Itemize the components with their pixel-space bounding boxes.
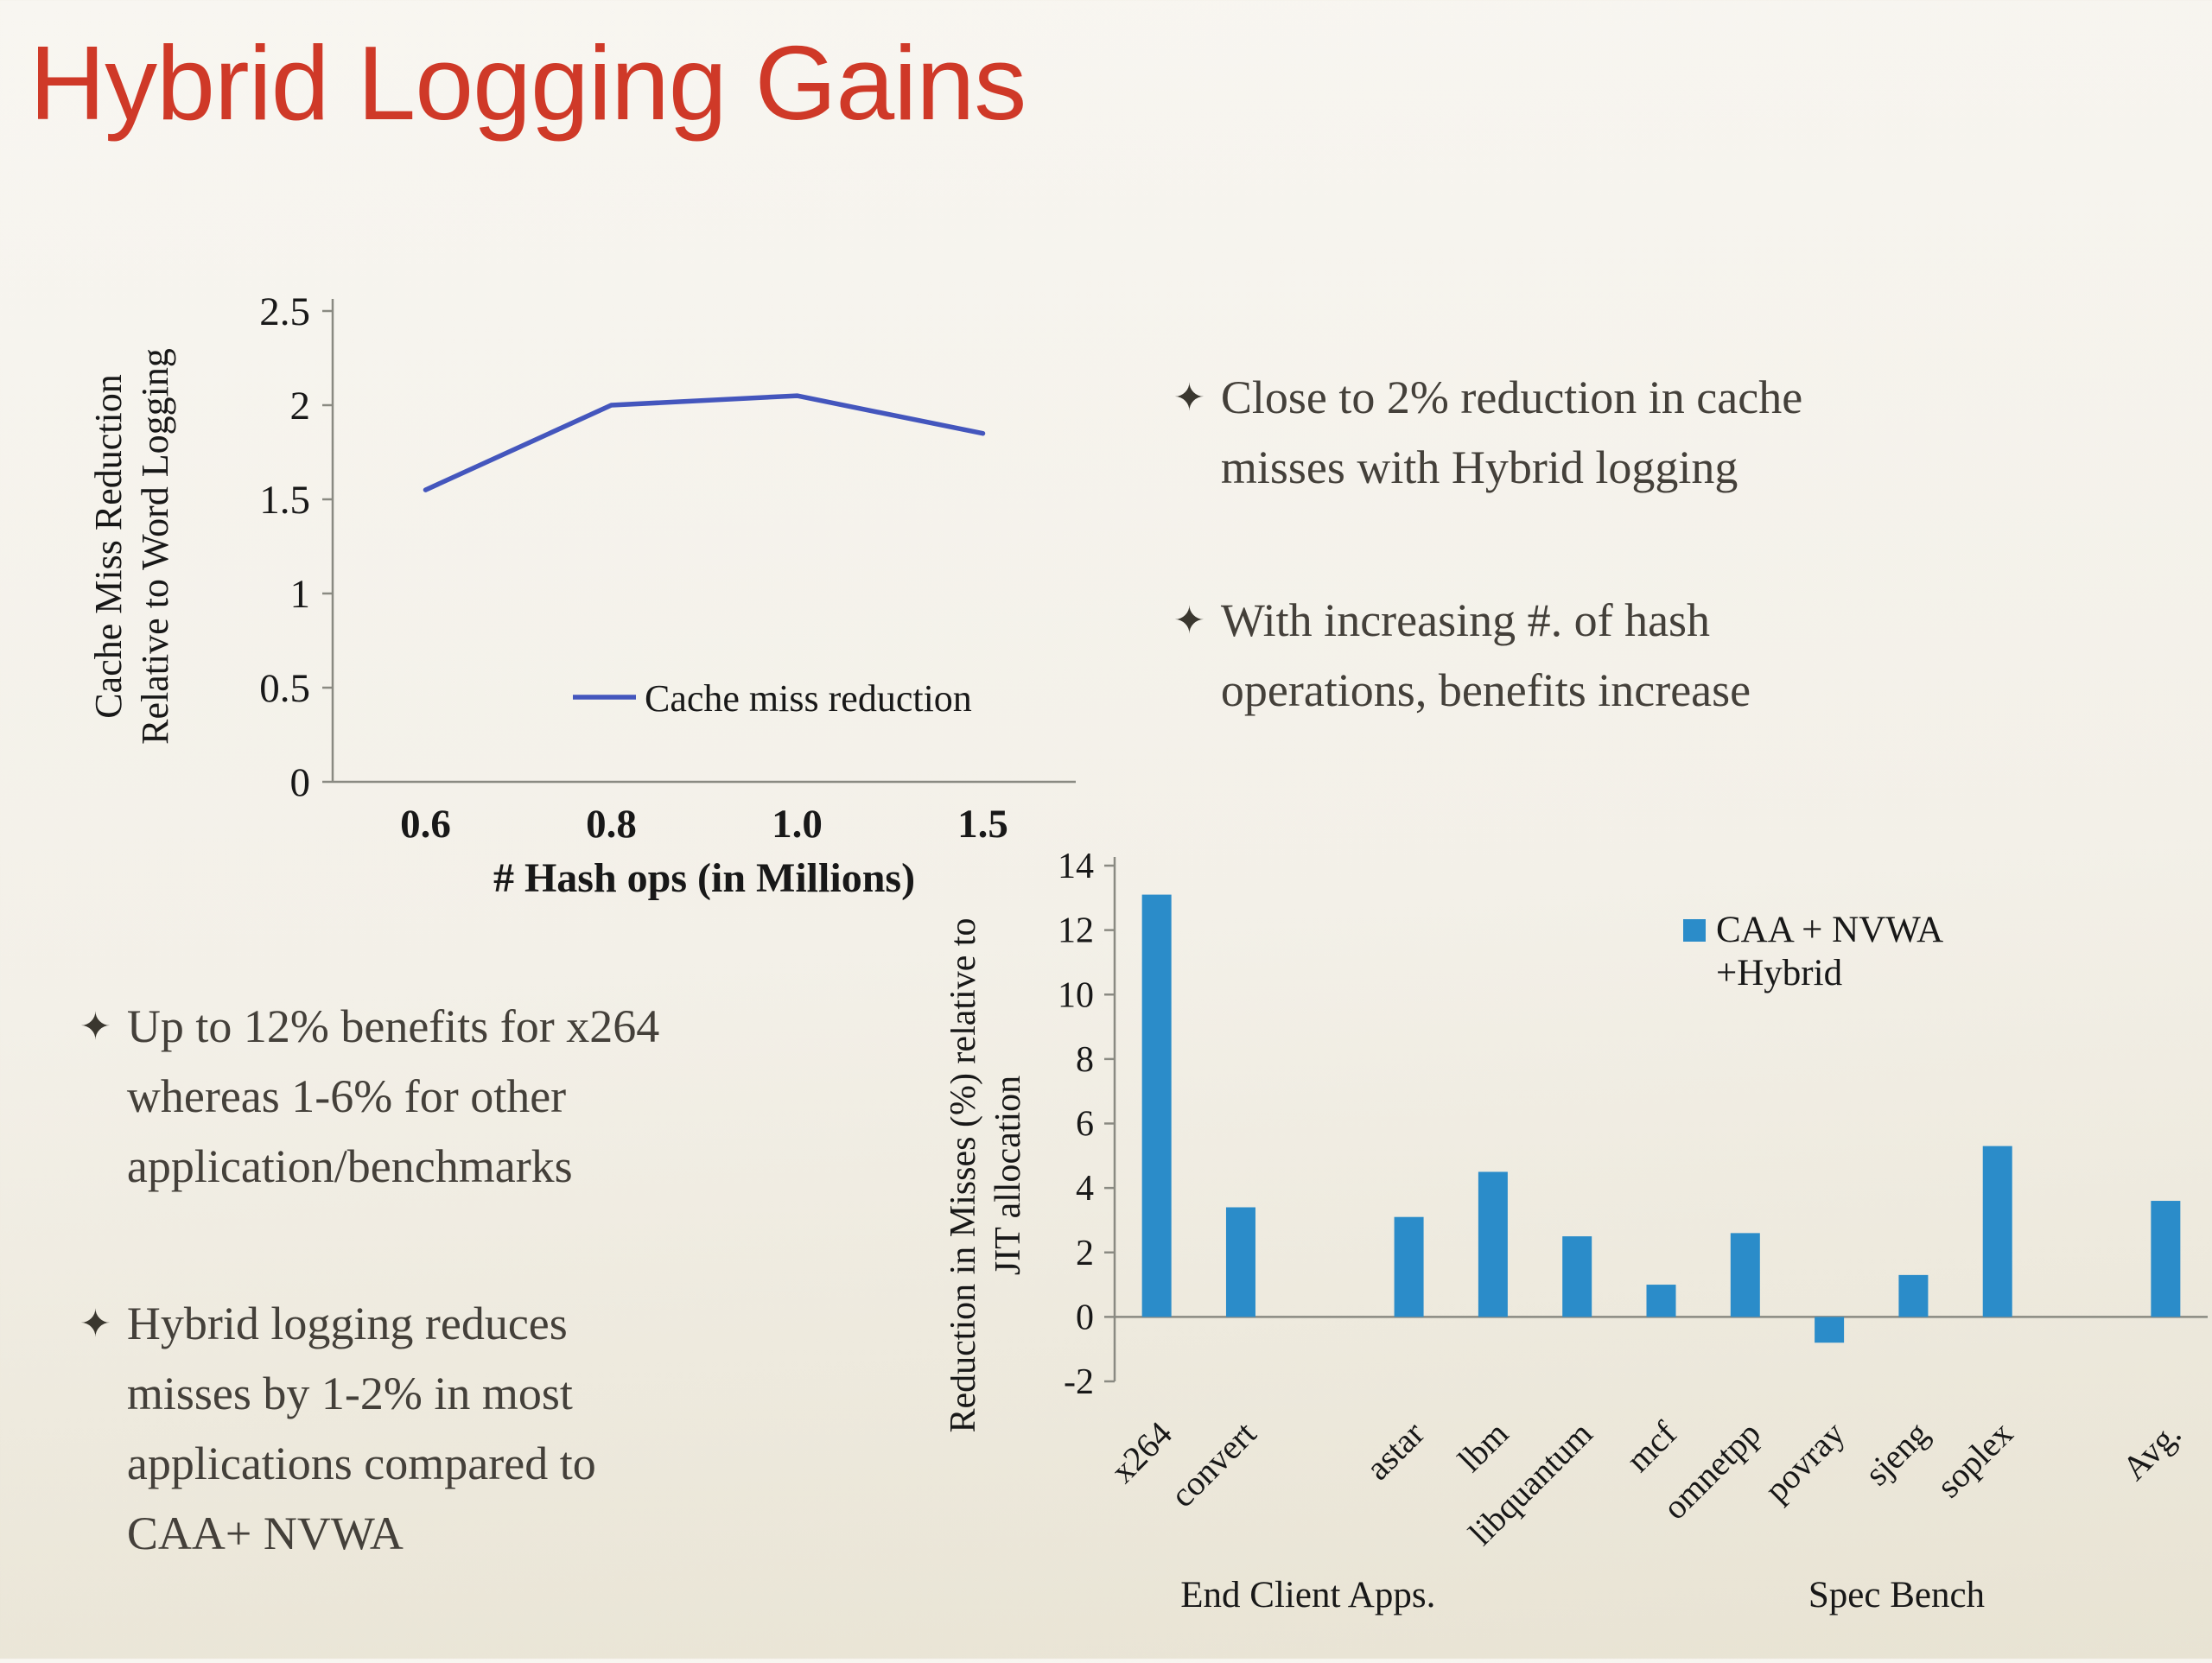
y-axis-title: Cache Miss Reduction Relative to Word Log… [87, 348, 176, 745]
x-category-label: povray [1757, 1414, 1852, 1509]
y-tick-label: 2 [290, 384, 311, 428]
bullet-hash-ops: ✦ With increasing #. of hash operations,… [1173, 586, 1751, 726]
bullet-star-icon: ✦ [79, 1303, 111, 1345]
x-category-label: lbm [1450, 1414, 1516, 1480]
x-tick-label: 0.8 [586, 802, 637, 847]
x-tick-label: 0.6 [400, 802, 451, 847]
bar-libquantum [1562, 1236, 1592, 1317]
x-category-label: Avg. [2114, 1414, 2189, 1488]
y-tick-label: 4 [1076, 1169, 1094, 1209]
bullet-hybrid-logging: ✦ Hybrid logging reduces misses by 1-2% … [79, 1289, 596, 1569]
bar-x264 [1141, 894, 1172, 1317]
x-category-label: x264 [1103, 1414, 1179, 1490]
bar-sjeng [1898, 1274, 1929, 1317]
bar-chart: -2 0 2 4 6 8 10 12 14 x264 convert astar lbm libquant… [944, 847, 2212, 1659]
legend-swatch [1683, 919, 1706, 942]
bullet-text: Up to 12% benefits for x264 whereas 1-6%… [126, 1000, 660, 1192]
y-tick-label: 0 [290, 760, 311, 805]
x-axis-title: # Hash ops (in Millions) [493, 855, 915, 901]
y-axis-title: Reduction in Misses (%) relative toJIT a… [950, 917, 1028, 1432]
x-category-label: astar [1358, 1414, 1432, 1488]
bar-povray [1815, 1317, 1845, 1343]
y-tick-label: -2 [1064, 1362, 1094, 1402]
y-tick-label: 2 [1076, 1234, 1094, 1273]
y-tick-label: 1.5 [259, 478, 310, 523]
bar-mcf [1646, 1285, 1676, 1317]
group-label: Spec Bench [1808, 1575, 1985, 1615]
y-tick-label: 10 [1058, 975, 1094, 1015]
y-tick-label: 1 [290, 572, 311, 617]
cache-miss-line [423, 393, 986, 492]
x-tick-label: 1.0 [772, 802, 823, 847]
y-tick-label: 12 [1058, 911, 1094, 951]
group-label: End Client Apps. [1180, 1575, 1435, 1615]
bullet-cache-reduction: ✦ Close to 2% reduction in cache misses … [1173, 363, 1802, 503]
line-chart: 0 0.5 1 1.5 2 2.5 0.6 0.8 1.0 1.5 Cache miss reduc… [86, 285, 1123, 942]
legend-label: CAA + NVWA [1716, 910, 1943, 950]
y-tick-label: 2.5 [259, 289, 310, 334]
bar-convert [1225, 1207, 1255, 1317]
bar-omnetpp [1730, 1233, 1760, 1317]
y-tick-label: 6 [1076, 1105, 1094, 1145]
page-title: Hybrid Logging Gains [29, 24, 1027, 142]
legend-label: +Hybrid [1716, 953, 1842, 993]
bar-soplex [1982, 1146, 2012, 1317]
x-category-label: mcf [1618, 1413, 1684, 1479]
y-tick-label: 14 [1058, 847, 1094, 886]
bullet-x264-benefits: ✦ Up to 12% benefits for x264 whereas 1-… [79, 992, 659, 1202]
x-tick-label: 1.5 [957, 802, 1008, 847]
x-category-label: soplex [1929, 1414, 2020, 1506]
bullet-text: With increasing #. of hash operations, b… [1220, 594, 1751, 716]
bar-astar [1394, 1216, 1424, 1317]
bullet-text: Close to 2% reduction in cache misses wi… [1220, 371, 1803, 493]
y-tick-label: 0.5 [259, 666, 310, 711]
y-tick-label: 8 [1076, 1040, 1094, 1080]
bar-lbm [1478, 1171, 1508, 1317]
line-chart-svg: 0 0.5 1 1.5 2 2.5 0.6 0.8 1.0 1.5 Cache miss reduc… [87, 289, 1076, 901]
x-category-label: sjeng [1857, 1414, 1936, 1494]
bullet-star-icon: ✦ [1173, 377, 1205, 419]
legend-label: Cache miss reduction [645, 677, 972, 720]
bullet-text: Hybrid logging reduces misses by 1-2% in… [126, 1298, 596, 1559]
bar-Avg. [2151, 1201, 2181, 1317]
bullet-star-icon: ✦ [1173, 600, 1205, 642]
y-tick-label: 0 [1076, 1298, 1094, 1337]
bullet-star-icon: ✦ [79, 1006, 111, 1048]
x-category-label: convert [1163, 1414, 1264, 1515]
